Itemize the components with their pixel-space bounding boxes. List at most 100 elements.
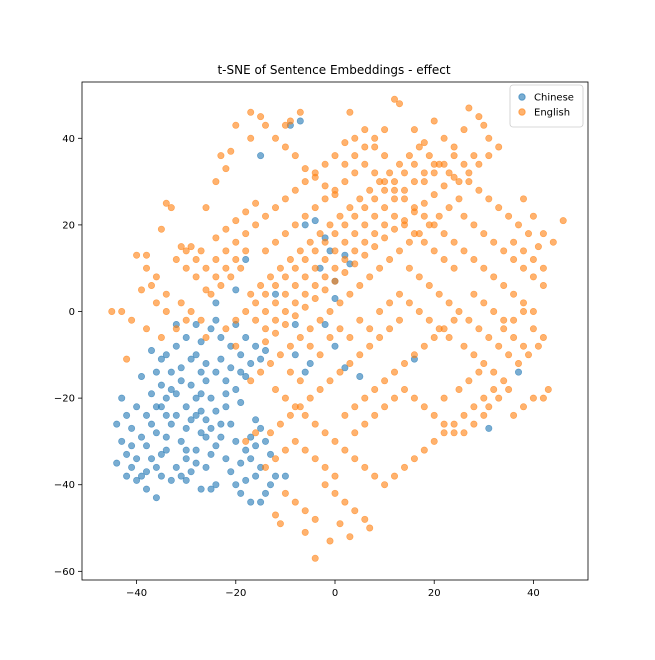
data-point [177,243,185,251]
data-point [133,476,141,484]
data-point [410,230,418,238]
data-point [519,195,527,203]
data-point [271,385,279,393]
data-point [490,307,498,315]
data-point [351,169,359,177]
data-point [247,377,255,385]
data-point [445,204,453,212]
data-point [395,247,403,255]
data-point [152,299,160,307]
data-point [157,225,165,233]
data-point [371,230,379,238]
x-tick-label: −20 [225,588,246,599]
data-point [222,377,230,385]
data-point [232,217,240,225]
data-point [291,221,299,229]
data-point [296,403,304,411]
data-point [519,247,527,255]
data-point [455,307,463,315]
data-point [202,286,210,294]
data-point [371,195,379,203]
data-point [351,247,359,255]
data-point [143,251,151,259]
data-point [371,385,379,393]
data-point [331,342,339,350]
data-point [519,299,527,307]
data-point [465,377,473,385]
data-point [296,117,304,125]
data-point [321,429,329,437]
data-point [326,377,334,385]
data-point [148,281,156,289]
data-point [207,424,215,432]
data-point [361,160,369,168]
data-point [326,333,334,341]
data-point [410,178,418,186]
data-point [346,290,354,298]
data-point [222,403,230,411]
legend-label: English [534,108,570,119]
data-point [242,333,250,341]
data-point [341,139,349,147]
data-point [187,416,195,424]
data-point [440,255,448,263]
data-point [286,368,294,376]
data-point [480,230,488,238]
legend-box [509,84,584,128]
data-point [500,377,508,385]
data-point [529,307,537,315]
data-point [529,394,537,402]
data-point [390,195,398,203]
data-point [187,381,195,389]
data-point [182,446,190,454]
data-point [321,160,329,168]
data-point [217,281,225,289]
data-point [296,377,304,385]
data-point [237,264,245,272]
data-point [152,403,160,411]
data-point [351,403,359,411]
data-point [495,204,503,212]
data-point [450,429,458,437]
data-point [271,329,279,337]
data-point [490,385,498,393]
data-point [138,433,146,441]
data-point [257,498,265,506]
data-point [381,377,389,385]
data-point [465,178,473,186]
data-point [118,307,126,315]
data-point [128,442,136,450]
data-point [197,247,205,255]
data-point [460,342,468,350]
data-point [331,152,339,160]
data-point [291,351,299,359]
data-point [381,204,389,212]
data-point [361,394,369,402]
data-point [252,199,260,207]
data-point [252,316,260,324]
data-point [336,325,344,333]
data-point [361,420,369,428]
data-point [281,121,289,129]
legend-marker [518,93,526,101]
data-point [157,472,165,480]
data-point [301,221,309,229]
data-point [242,446,250,454]
data-point [257,355,265,363]
data-point [252,442,260,450]
data-point [366,325,374,333]
y-tick-label: −40 [54,480,75,491]
data-point [217,420,225,428]
data-point [510,290,518,298]
data-point [108,307,116,315]
data-point [445,333,453,341]
data-point [510,255,518,263]
data-point [182,455,190,463]
data-point [326,221,334,229]
legend-label: Chinese [534,93,574,104]
data-point [460,247,468,255]
data-point [296,108,304,116]
data-point [128,316,136,324]
data-point [202,433,210,441]
data-point [381,481,389,489]
